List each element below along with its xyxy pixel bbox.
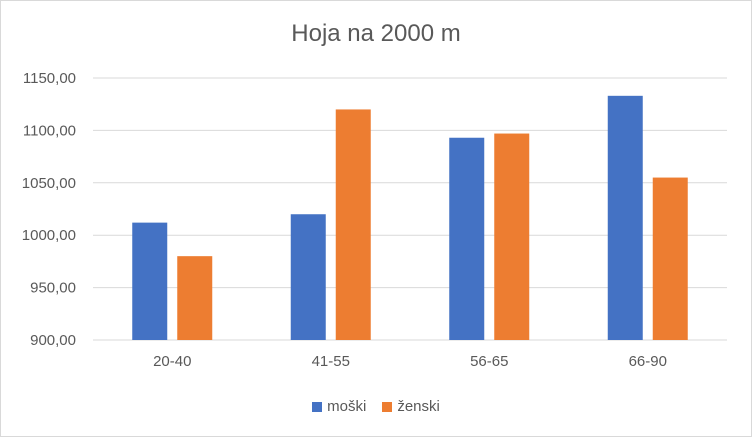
y-tick-label: 900,00 bbox=[30, 332, 76, 349]
y-tick-label: 1100,00 bbox=[23, 122, 76, 139]
legend-item-zenski: ženski bbox=[382, 398, 440, 415]
bar-zenski-20-40 bbox=[177, 256, 213, 340]
legend-label-zenski: ženski bbox=[397, 398, 440, 415]
bar-moski-66-90 bbox=[607, 95, 643, 340]
x-tick-label: 56-65 bbox=[470, 353, 508, 370]
y-tick-label: 1150,00 bbox=[23, 70, 76, 87]
legend-swatch-moski bbox=[312, 401, 323, 412]
y-tick-label: 950,00 bbox=[30, 280, 76, 297]
legend-label-moski: moški bbox=[327, 398, 367, 415]
bar-moski-20-40 bbox=[132, 222, 168, 340]
legend-swatch-zenski bbox=[382, 401, 393, 412]
bar-zenski-56-65 bbox=[494, 133, 530, 340]
bar-moski-56-65 bbox=[449, 137, 485, 340]
y-tick-label: 1050,00 bbox=[22, 175, 76, 192]
x-tick-label: 66-90 bbox=[629, 353, 667, 370]
legend: moški ženski bbox=[0, 398, 752, 415]
chart-title: Hoja na 2000 m bbox=[291, 20, 461, 47]
bar-zenski-41-55 bbox=[335, 109, 371, 340]
legend-item-moski: moški bbox=[312, 398, 366, 415]
x-tick-label: 20-40 bbox=[153, 353, 191, 370]
bar-moski-41-55 bbox=[290, 214, 326, 340]
x-tick-label: 41-55 bbox=[312, 353, 350, 370]
bar-zenski-66-90 bbox=[652, 177, 688, 340]
y-tick-label: 1000,00 bbox=[22, 227, 76, 244]
